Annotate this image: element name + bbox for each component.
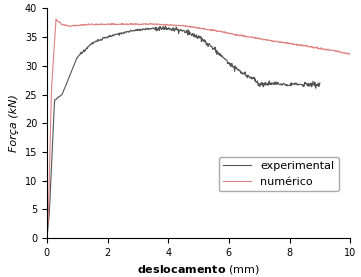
numérico xyxy=(119,22,124,26)
experimental xyxy=(251,76,255,79)
experimental xyxy=(45,236,49,240)
Y-axis label: Força (kN): Força (kN) xyxy=(9,94,19,152)
numérico xyxy=(54,18,58,21)
numérico xyxy=(281,41,286,44)
numérico xyxy=(348,53,352,56)
experimental xyxy=(227,63,232,67)
numérico xyxy=(45,236,49,240)
numérico xyxy=(131,23,135,26)
numérico xyxy=(318,46,323,50)
numérico xyxy=(141,22,145,26)
experimental xyxy=(93,40,97,43)
X-axis label: $\bf{deslocamento}$ (mm): $\bf{deslocamento}$ (mm) xyxy=(137,263,260,276)
experimental xyxy=(169,27,173,31)
experimental xyxy=(318,81,322,84)
Line: numérico: numérico xyxy=(47,19,350,238)
experimental xyxy=(206,45,210,48)
Line: experimental: experimental xyxy=(47,26,320,238)
Legend: experimental, numérico: experimental, numérico xyxy=(219,157,339,191)
experimental xyxy=(163,24,168,28)
experimental xyxy=(115,33,119,36)
numérico xyxy=(244,35,249,38)
